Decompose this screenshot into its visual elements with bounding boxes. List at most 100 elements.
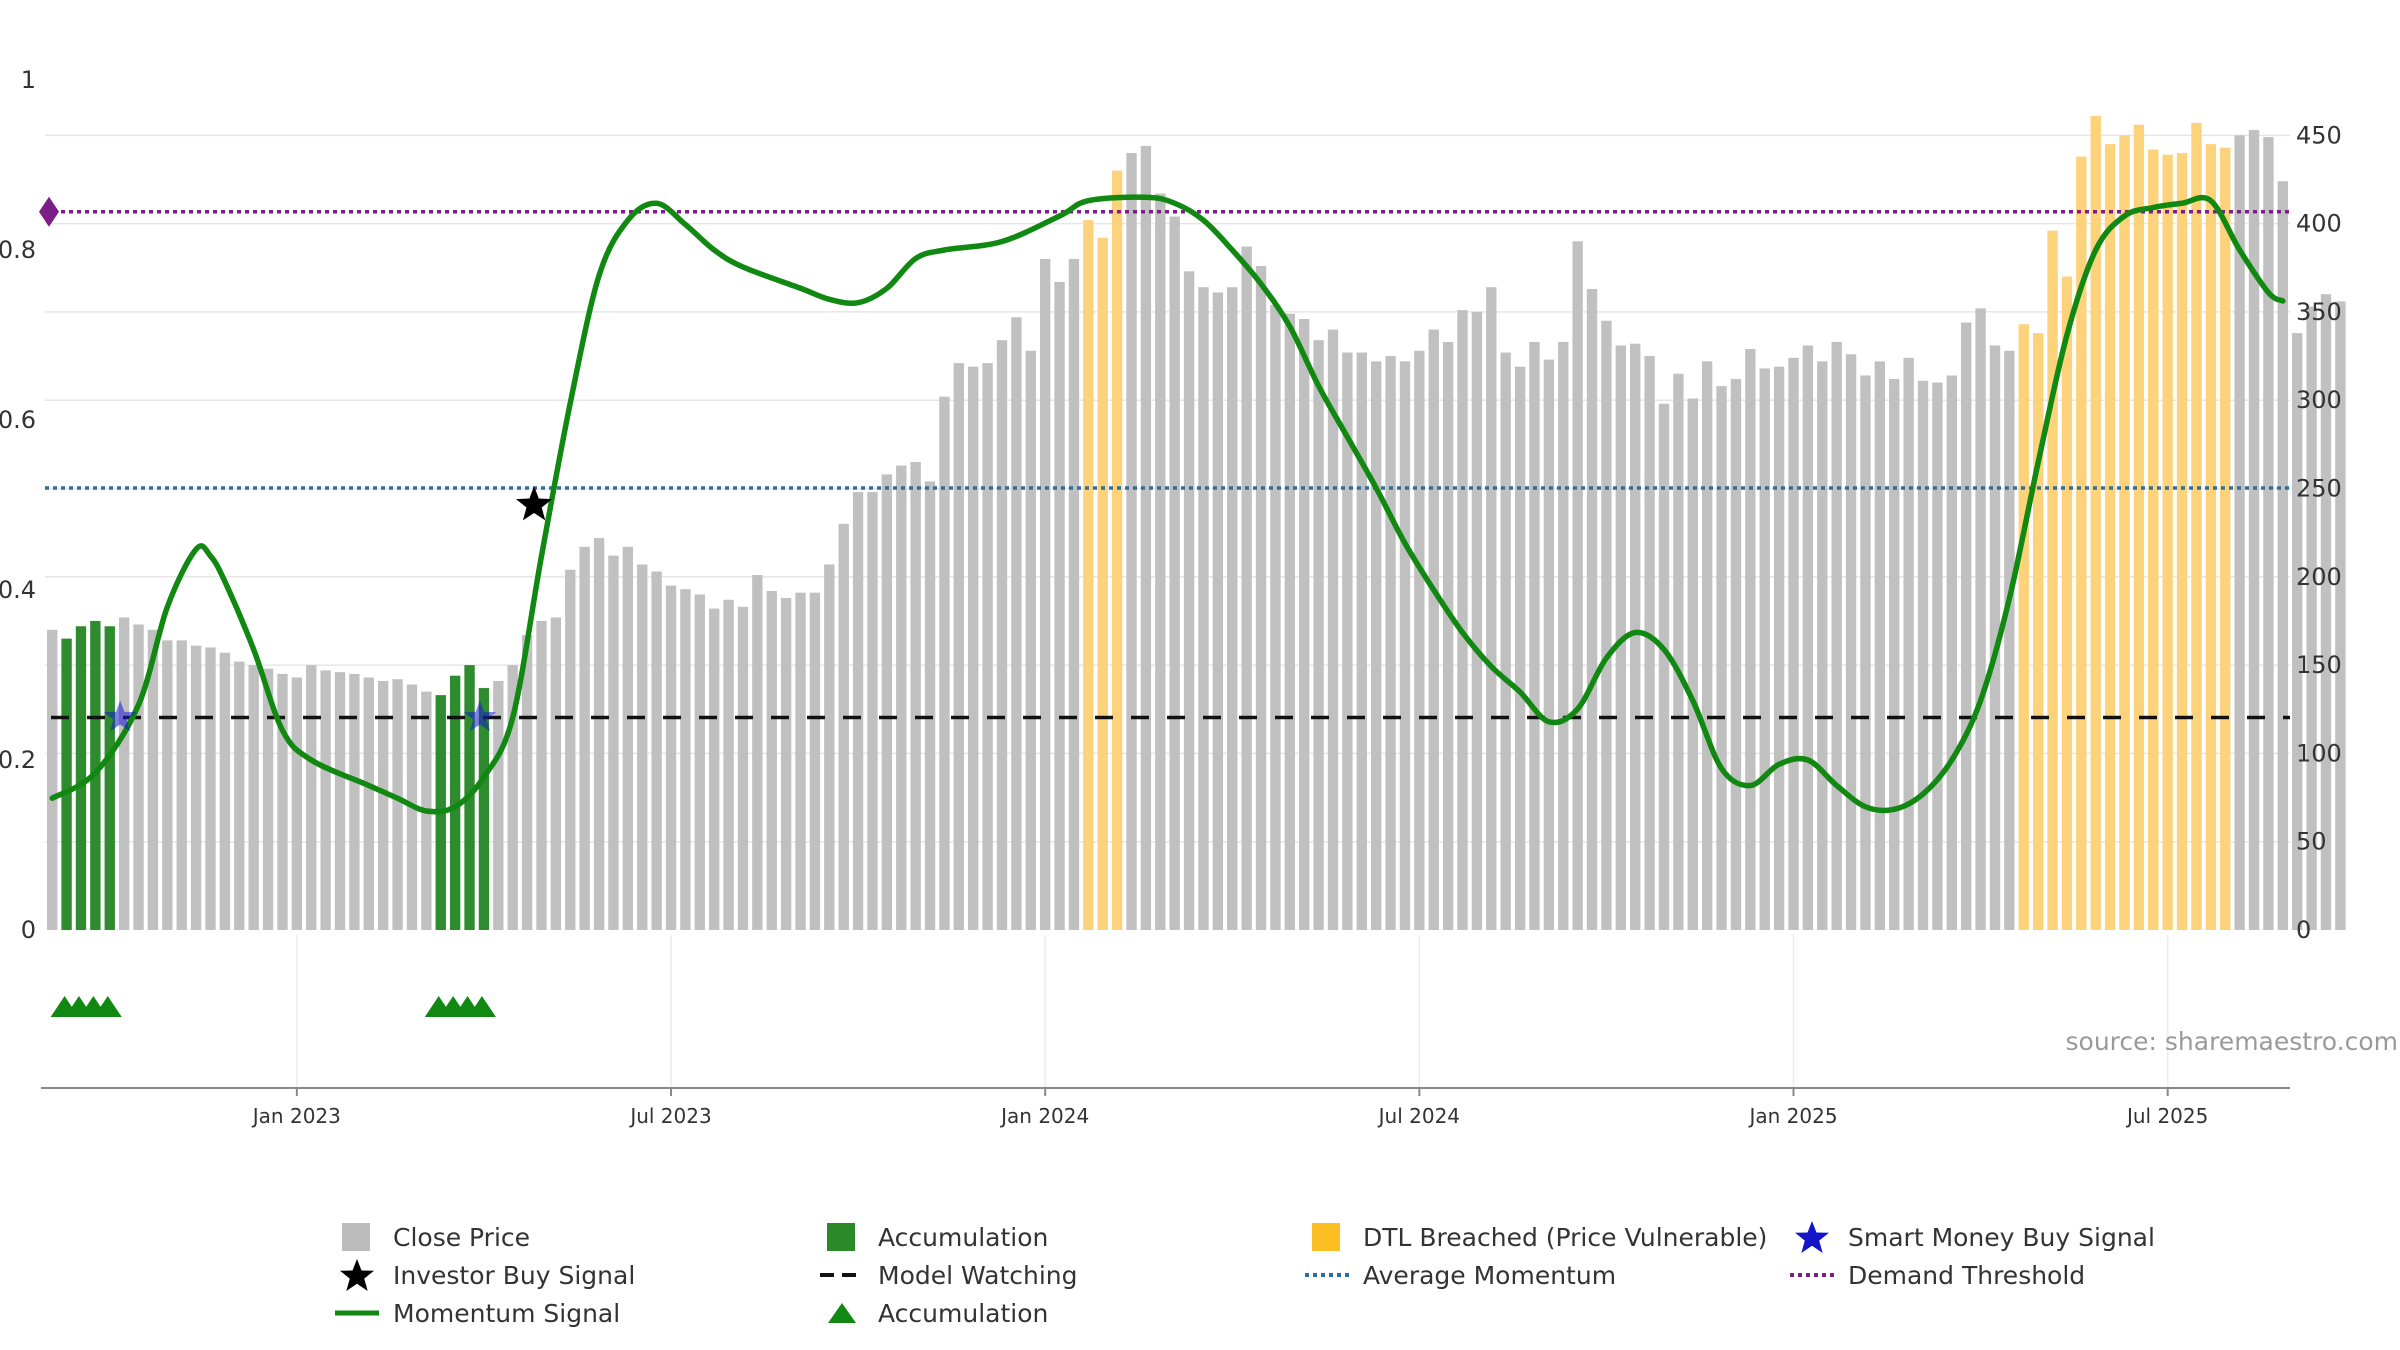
close-price-bar — [982, 363, 993, 930]
left-axis-tick-label: 0.4 — [0, 576, 36, 604]
close-price-bar — [162, 640, 173, 930]
close-price-bar — [1126, 152, 1137, 930]
left-axis-tick-label: 1 — [21, 66, 36, 94]
close-price-bar — [910, 462, 921, 930]
close-price-bar — [2234, 135, 2245, 930]
close-price-bar — [1773, 366, 1785, 931]
dtl-breached-bar — [2148, 149, 2159, 931]
x-axis-tick-label: Jan 2023 — [251, 1104, 341, 1128]
close-price-bar — [1039, 258, 1051, 930]
close-price-bar — [1730, 379, 1742, 931]
right-axis-tick-label: 450 — [2296, 121, 2342, 149]
right-axis-tick-label: 50 — [2296, 828, 2327, 856]
close-price-bar — [1284, 313, 1296, 930]
close-price-bar — [2004, 350, 2015, 930]
close-price-bar — [118, 617, 130, 930]
investor-buy-signal-marker — [516, 486, 553, 521]
close-price-bar — [953, 363, 965, 930]
close-price-bar — [1198, 287, 1209, 930]
close-price-bar — [2248, 130, 2260, 931]
close-price-bar — [1241, 246, 1252, 930]
close-price-bar — [1025, 350, 1036, 930]
close-price-bar — [608, 555, 619, 930]
close-price-bar — [291, 677, 303, 930]
right-axis-tick-label: 100 — [2296, 739, 2342, 767]
smart-money-buy-signal-marker — [463, 700, 497, 732]
close-price-bar — [1630, 343, 1641, 930]
close-price-bar — [147, 629, 159, 930]
dtl-breached-bar — [1111, 170, 1123, 930]
close-price-bar — [680, 589, 691, 930]
accumulation-markers — [50, 996, 496, 1017]
dtl-breached-bar — [1083, 220, 1094, 931]
close-price-bar — [507, 665, 518, 930]
close-price-bar — [2263, 137, 2274, 931]
close-price-bar — [521, 635, 533, 930]
close-price-bar — [1543, 359, 1555, 931]
close-price-bar — [248, 665, 259, 930]
close-price-bar — [2292, 333, 2303, 930]
bars — [47, 115, 2346, 931]
dtl-breached-bar — [2205, 144, 2217, 931]
close-price-bar — [1917, 380, 1929, 930]
close-price-bar — [1327, 329, 1339, 930]
close-price-bar — [1428, 329, 1439, 930]
close-price-bar — [550, 617, 562, 930]
close-price-bar — [1299, 318, 1310, 930]
x-axis: Jan 2023 Jul 2023 Jan 2024 Jul 2024 Jan 2025… — [251, 1088, 2208, 1128]
close-price-bar — [1716, 386, 1727, 931]
close-price-bar — [176, 640, 187, 930]
close-price-bar — [493, 681, 504, 930]
close-price-bar — [852, 492, 864, 930]
dtl-breached-bar — [2176, 152, 2188, 930]
close-price-bar — [536, 620, 547, 930]
close-price-bar — [1442, 341, 1454, 930]
close-price-bar — [133, 624, 144, 930]
right-axis-tick-label: 0 — [2296, 916, 2311, 944]
close-price-bar — [723, 599, 734, 930]
close-price-bar — [1644, 356, 1655, 930]
x-axis-tick-label: Jan 2024 — [999, 1104, 1089, 1128]
right-axis-tick-label: 200 — [2296, 563, 2342, 591]
right-axis-tick-label: 350 — [2296, 298, 2342, 326]
accumulation-triangle-marker — [93, 996, 122, 1017]
right-axis-tick-label: 300 — [2296, 386, 2342, 414]
demand-threshold-marker — [39, 196, 59, 227]
dtl-breached-bar — [2032, 333, 2044, 930]
accumulation-triangle-marker — [467, 996, 496, 1017]
close-price-bar — [1558, 341, 1569, 930]
source-credit: source: sharemaestro.com — [2066, 1027, 2399, 1056]
close-price-bar — [565, 569, 576, 930]
close-price-bar — [1011, 317, 1022, 930]
close-price-bar — [1169, 216, 1180, 930]
close-price-bar — [1975, 308, 1986, 931]
x-axis-tick-label: Jul 2024 — [1377, 1104, 1460, 1128]
close-price-bar — [219, 652, 231, 930]
close-price-bar — [1054, 281, 1065, 930]
close-price-bar — [1874, 361, 1886, 930]
close-price-bar — [1183, 271, 1195, 931]
close-price-bar — [809, 592, 821, 930]
close-price-bar — [363, 677, 374, 930]
dtl-breached-bar — [2018, 324, 2029, 930]
close-price-bar — [1212, 292, 1224, 930]
close-price-bar — [1140, 145, 1152, 930]
close-price-bar — [968, 366, 979, 931]
dtl-breached-bar — [2162, 154, 2173, 930]
close-price-bar — [1817, 361, 1828, 930]
close-price-bar — [579, 546, 590, 930]
left-axis-tick-label: 0.2 — [0, 746, 36, 774]
dtl-breached-bar — [2119, 135, 2130, 930]
close-price-bar — [824, 564, 835, 930]
close-price-bar — [1903, 357, 1914, 930]
close-price-bar — [1486, 287, 1497, 930]
close-price-bar — [651, 571, 662, 930]
close-price-bar — [1687, 398, 1698, 931]
close-price-bar — [262, 668, 274, 930]
close-price-bar — [1356, 352, 1367, 930]
left-axis-tick-label: 0.8 — [0, 236, 36, 264]
x-axis-tick-label: Jul 2025 — [2125, 1104, 2208, 1128]
close-price-bar — [1701, 361, 1713, 930]
close-price-bar — [1831, 341, 1842, 930]
